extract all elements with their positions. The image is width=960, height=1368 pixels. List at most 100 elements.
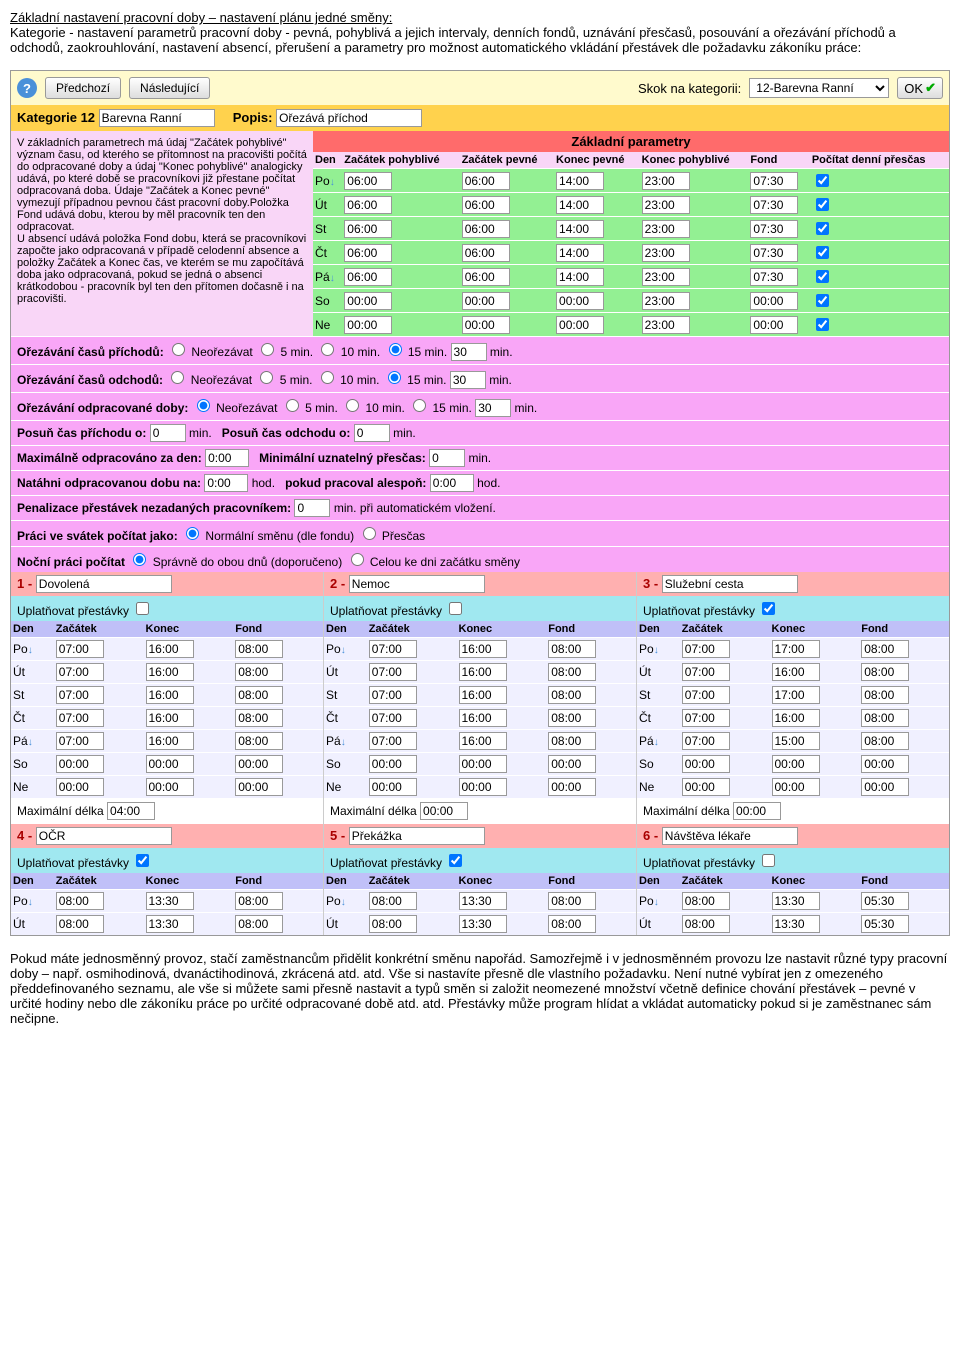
abs-time-input[interactable] bbox=[369, 640, 417, 658]
popis-input[interactable] bbox=[276, 109, 422, 127]
abs-time-input[interactable] bbox=[861, 640, 909, 658]
prescas-checkbox[interactable] bbox=[816, 294, 829, 307]
time-input[interactable] bbox=[462, 268, 510, 286]
option-radio[interactable] bbox=[388, 371, 401, 384]
abs-time-input[interactable] bbox=[146, 755, 194, 773]
upl-checkbox[interactable] bbox=[762, 602, 775, 615]
time-input[interactable] bbox=[462, 196, 510, 214]
abs-time-input[interactable] bbox=[369, 755, 417, 773]
abs-time-input[interactable] bbox=[548, 778, 596, 796]
time-input[interactable] bbox=[642, 316, 690, 334]
abs-time-input[interactable] bbox=[772, 686, 820, 704]
time-input[interactable] bbox=[642, 220, 690, 238]
option-radio[interactable] bbox=[321, 371, 334, 384]
abs-time-input[interactable] bbox=[459, 778, 507, 796]
abs-time-input[interactable] bbox=[772, 640, 820, 658]
abs-time-input[interactable] bbox=[235, 732, 283, 750]
time-input[interactable] bbox=[642, 196, 690, 214]
min-input[interactable] bbox=[450, 371, 486, 389]
abs-time-input[interactable] bbox=[235, 892, 283, 910]
abs-time-input[interactable] bbox=[861, 892, 909, 910]
option-radio[interactable] bbox=[133, 553, 146, 566]
absence-name-input[interactable] bbox=[662, 575, 798, 593]
time-input[interactable] bbox=[750, 196, 798, 214]
abs-time-input[interactable] bbox=[369, 663, 417, 681]
abs-time-input[interactable] bbox=[459, 732, 507, 750]
time-input[interactable] bbox=[462, 172, 510, 190]
abs-time-input[interactable] bbox=[146, 709, 194, 727]
time-input[interactable] bbox=[556, 172, 604, 190]
abs-time-input[interactable] bbox=[369, 778, 417, 796]
abs-time-input[interactable] bbox=[146, 732, 194, 750]
abs-time-input[interactable] bbox=[146, 892, 194, 910]
upl-checkbox[interactable] bbox=[136, 854, 149, 867]
maxodp-input[interactable] bbox=[205, 449, 249, 467]
abs-time-input[interactable] bbox=[682, 663, 730, 681]
abs-time-input[interactable] bbox=[235, 709, 283, 727]
prev-button[interactable]: Předchozí bbox=[45, 77, 121, 99]
time-input[interactable] bbox=[750, 220, 798, 238]
abs-time-input[interactable] bbox=[772, 732, 820, 750]
abs-time-input[interactable] bbox=[861, 732, 909, 750]
option-radio[interactable] bbox=[363, 527, 376, 540]
time-input[interactable] bbox=[642, 244, 690, 262]
abs-time-input[interactable] bbox=[146, 686, 194, 704]
abs-time-input[interactable] bbox=[548, 640, 596, 658]
time-input[interactable] bbox=[556, 292, 604, 310]
abs-time-input[interactable] bbox=[146, 915, 194, 933]
abs-time-input[interactable] bbox=[146, 778, 194, 796]
abs-time-input[interactable] bbox=[682, 686, 730, 704]
time-input[interactable] bbox=[462, 220, 510, 238]
time-input[interactable] bbox=[462, 244, 510, 262]
time-input[interactable] bbox=[462, 316, 510, 334]
option-radio[interactable] bbox=[286, 399, 299, 412]
abs-time-input[interactable] bbox=[146, 663, 194, 681]
abs-time-input[interactable] bbox=[235, 755, 283, 773]
abs-time-input[interactable] bbox=[56, 663, 104, 681]
abs-time-input[interactable] bbox=[682, 755, 730, 773]
time-input[interactable] bbox=[750, 268, 798, 286]
prescas-checkbox[interactable] bbox=[816, 246, 829, 259]
abs-time-input[interactable] bbox=[235, 915, 283, 933]
abs-time-input[interactable] bbox=[235, 778, 283, 796]
absence-name-input[interactable] bbox=[36, 575, 172, 593]
time-input[interactable] bbox=[556, 196, 604, 214]
category-name-input[interactable] bbox=[99, 109, 215, 127]
time-input[interactable] bbox=[462, 292, 510, 310]
time-input[interactable] bbox=[344, 196, 392, 214]
abs-time-input[interactable] bbox=[56, 915, 104, 933]
abs-time-input[interactable] bbox=[682, 778, 730, 796]
abs-time-input[interactable] bbox=[548, 709, 596, 727]
abs-time-input[interactable] bbox=[548, 686, 596, 704]
abs-time-input[interactable] bbox=[235, 686, 283, 704]
option-radio[interactable] bbox=[413, 399, 426, 412]
abs-time-input[interactable] bbox=[146, 640, 194, 658]
abs-time-input[interactable] bbox=[772, 915, 820, 933]
min-input[interactable] bbox=[451, 343, 487, 361]
abs-time-input[interactable] bbox=[682, 892, 730, 910]
time-input[interactable] bbox=[556, 268, 604, 286]
abs-time-input[interactable] bbox=[459, 755, 507, 773]
absence-name-input[interactable] bbox=[36, 827, 172, 845]
abs-time-input[interactable] bbox=[459, 892, 507, 910]
abs-time-input[interactable] bbox=[861, 778, 909, 796]
penal-input[interactable] bbox=[294, 499, 330, 517]
abs-time-input[interactable] bbox=[459, 640, 507, 658]
abs-time-input[interactable] bbox=[459, 915, 507, 933]
abs-time-input[interactable] bbox=[548, 755, 596, 773]
abs-time-input[interactable] bbox=[235, 640, 283, 658]
abs-time-input[interactable] bbox=[459, 686, 507, 704]
abs-time-input[interactable] bbox=[459, 663, 507, 681]
upl-checkbox[interactable] bbox=[762, 854, 775, 867]
prescas-checkbox[interactable] bbox=[816, 174, 829, 187]
time-input[interactable] bbox=[642, 292, 690, 310]
abs-time-input[interactable] bbox=[861, 915, 909, 933]
abs-time-input[interactable] bbox=[861, 686, 909, 704]
min-input[interactable] bbox=[475, 399, 511, 417]
time-input[interactable] bbox=[750, 316, 798, 334]
time-input[interactable] bbox=[750, 244, 798, 262]
posun-prichod-input[interactable] bbox=[150, 424, 186, 442]
abs-time-input[interactable] bbox=[772, 709, 820, 727]
option-radio[interactable] bbox=[321, 343, 334, 356]
abs-time-input[interactable] bbox=[772, 755, 820, 773]
